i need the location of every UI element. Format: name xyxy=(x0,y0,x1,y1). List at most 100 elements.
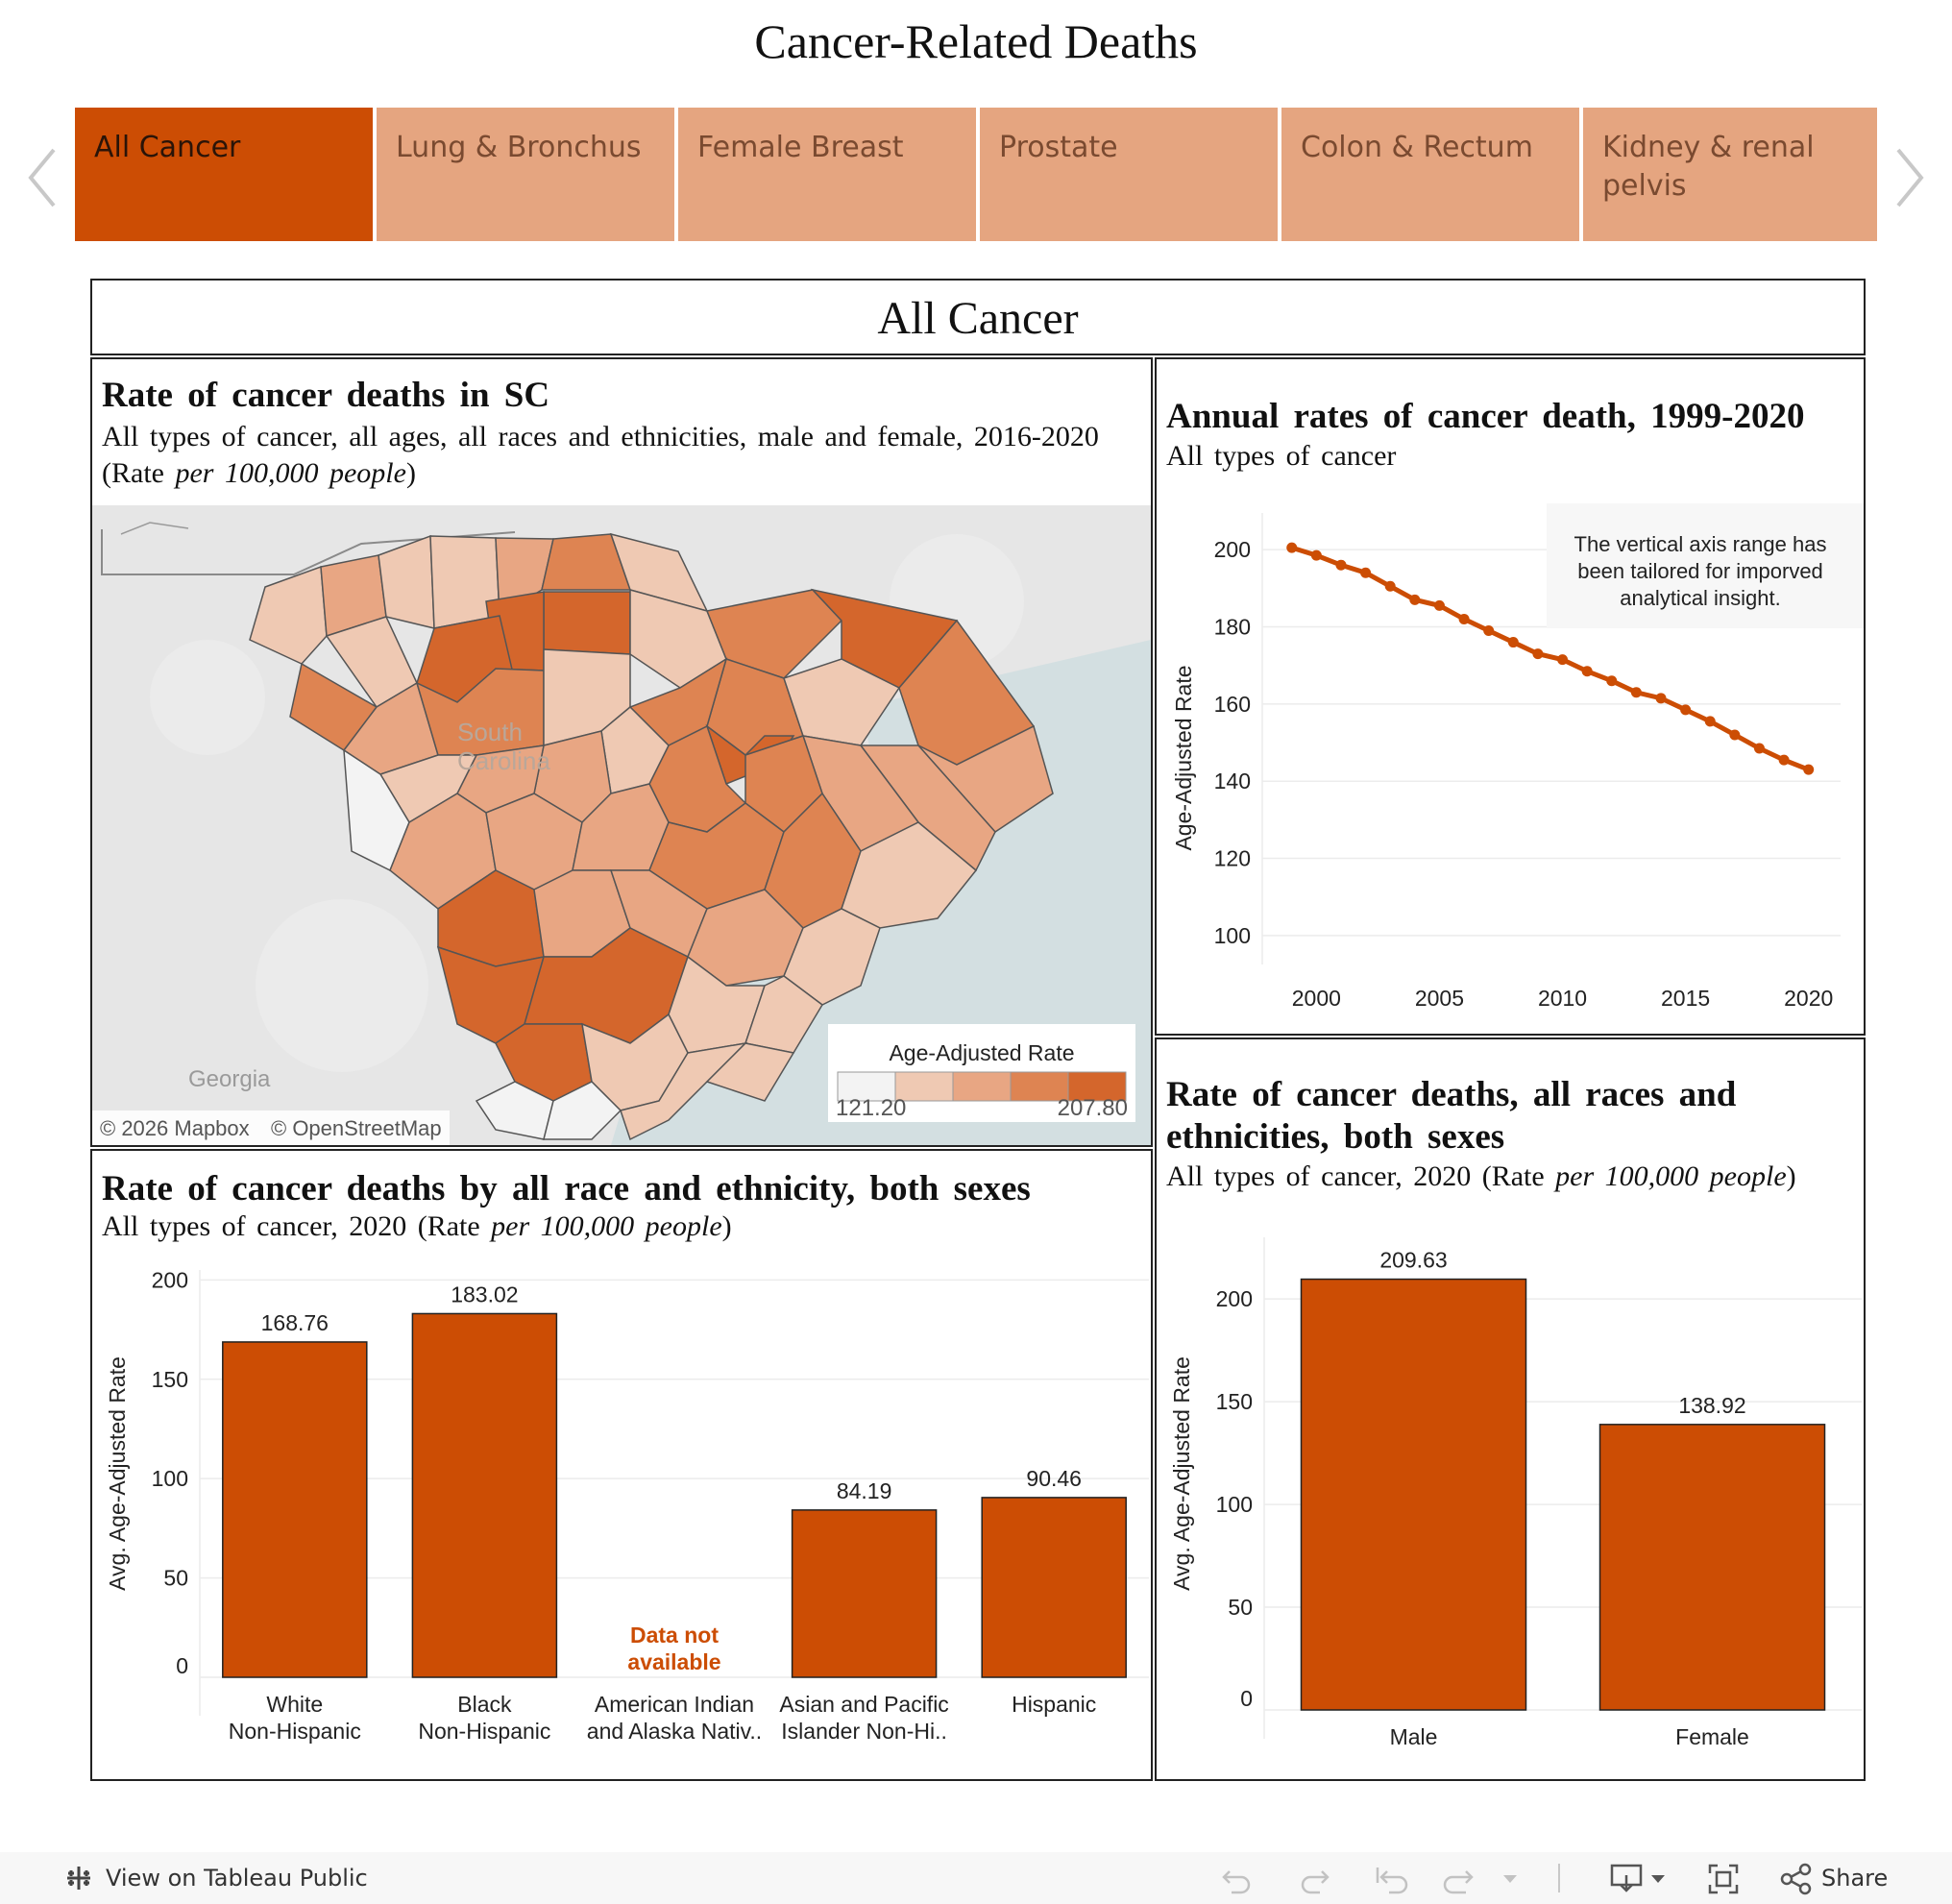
axis-range-note-line: been tailored for imporved xyxy=(1577,559,1823,583)
rate-point-2012[interactable] xyxy=(1606,675,1618,687)
device-preview-icon[interactable] xyxy=(1608,1862,1647,1896)
axis-range-note-box xyxy=(1547,503,1864,628)
rate-point-2015[interactable] xyxy=(1680,704,1692,716)
rate-point-2020[interactable] xyxy=(1803,764,1815,775)
rate-point-2019[interactable] xyxy=(1778,754,1790,766)
legend-swatch-0 xyxy=(837,1071,896,1102)
tab-prostate[interactable]: Prostate xyxy=(980,108,1278,241)
y-tick-label: 50 xyxy=(1228,1595,1253,1620)
rate-point-2003[interactable] xyxy=(1384,580,1396,592)
openstreetmap-attribution-link[interactable]: © OpenStreetMap xyxy=(271,1116,442,1140)
revert-icon[interactable] xyxy=(1374,1864,1412,1894)
sex-bar-value-label: 209.63 xyxy=(1379,1248,1447,1273)
rate-point-2007[interactable] xyxy=(1483,625,1495,636)
race-bar-chart[interactable]: 0 50 100 150 200 Avg. Age-Adjusted Rate 168.76… xyxy=(92,1257,1151,1779)
race-category-label: Black xyxy=(457,1692,512,1717)
rate-point-2017[interactable] xyxy=(1729,729,1741,741)
y-tick-label: 100 xyxy=(152,1466,188,1491)
rate-point-2008[interactable] xyxy=(1507,637,1519,648)
line-chart-title: Annual rates of cancer death, 1999-2020 xyxy=(1166,397,1805,436)
rate-point-2006[interactable] xyxy=(1458,613,1470,624)
rate-point-2016[interactable] xyxy=(1704,716,1716,727)
tableau-toolbar: View on Tableau Public Share xyxy=(0,1852,1952,1904)
rate-point-2009[interactable] xyxy=(1532,648,1544,660)
undo-icon[interactable] xyxy=(1220,1864,1255,1894)
sc-county-map[interactable]: South Carolina Georgia © 2026 Mapbox © O… xyxy=(92,505,1151,1145)
rate-point-2002[interactable] xyxy=(1360,567,1372,578)
rate-point-2005[interactable] xyxy=(1433,599,1445,611)
y-axis-title: Age-Adjusted Rate xyxy=(1171,665,1196,850)
sex-bar-male[interactable] xyxy=(1300,1278,1527,1711)
toolbar-divider xyxy=(1558,1864,1560,1892)
section-title: All Cancer xyxy=(877,293,1079,344)
sex-bar-value-label: 138.92 xyxy=(1678,1393,1745,1418)
y-axis-title: Avg. Age-Adjusted Rate xyxy=(105,1356,130,1591)
line-chart-panel: Annual rates of cancer death, 1999-2020 … xyxy=(1155,357,1866,1036)
data-not-available-label: available xyxy=(627,1649,720,1674)
y-tick-label: 200 xyxy=(1214,537,1251,562)
annual-rate-line-chart[interactable]: 100 120 140 160 180 200 2000 2005 2010 2015 2020 Ag… xyxy=(1157,503,1864,1034)
y-tick-label: 150 xyxy=(152,1367,188,1392)
device-preview-chevron-icon[interactable] xyxy=(1648,1871,1668,1887)
map-panel-subtitle: All types of cancer, all ages, all races… xyxy=(102,421,1099,489)
legend-min: 121.20 xyxy=(836,1095,906,1121)
y-tick-label: 140 xyxy=(1214,769,1251,793)
line-chart-subtitle: All types of cancer xyxy=(1166,440,1397,472)
x-tick-label: 2010 xyxy=(1538,986,1587,1011)
sex-bar-female[interactable] xyxy=(1598,1424,1826,1711)
axis-range-note-line: The vertical axis range has xyxy=(1574,532,1827,556)
race-bar-0[interactable] xyxy=(222,1341,368,1678)
state-label-2: Carolina xyxy=(457,746,550,775)
map-legend: Age-Adjusted Rate 121.20 207.80 xyxy=(828,1024,1135,1122)
tab-female-breast[interactable]: Female Breast xyxy=(678,108,976,241)
page-title: Cancer-Related Deaths xyxy=(754,14,1198,68)
tab-colon-rectum[interactable]: Colon & Rectum xyxy=(1281,108,1579,241)
legend-swatch-4 xyxy=(1067,1071,1127,1102)
previous-tab-arrow-icon[interactable] xyxy=(23,144,61,211)
next-tab-arrow-icon[interactable] xyxy=(1891,144,1929,211)
legend-swatch-2 xyxy=(952,1071,1012,1102)
sex-bar-chart[interactable]: 0 50 100 150 200 Avg. Age-Adjusted Rate 209.63… xyxy=(1157,1232,1864,1779)
share-button[interactable]: Share xyxy=(1821,1865,1889,1892)
race-bar-4[interactable] xyxy=(981,1497,1127,1678)
share-icon[interactable] xyxy=(1779,1862,1814,1896)
tableau-logo-icon[interactable] xyxy=(63,1863,94,1893)
section-title-box: All Cancer xyxy=(90,279,1866,355)
refresh-icon[interactable] xyxy=(1441,1864,1479,1894)
race-bar-value-label: 84.19 xyxy=(837,1478,892,1503)
rate-point-2004[interactable] xyxy=(1409,594,1421,605)
x-tick-label: 2020 xyxy=(1784,986,1833,1011)
rate-point-2011[interactable] xyxy=(1581,666,1593,677)
fullscreen-icon[interactable] xyxy=(1706,1862,1741,1896)
rate-point-1999[interactable] xyxy=(1286,542,1298,553)
race-bar-1[interactable] xyxy=(411,1312,558,1678)
tab-all-cancer[interactable]: All Cancer xyxy=(75,108,373,241)
race-bar-panel: Rate of cancer deaths by all race and et… xyxy=(90,1149,1153,1781)
race-bar-value-label: 183.02 xyxy=(451,1282,518,1306)
race-bar-3[interactable] xyxy=(791,1509,938,1678)
redo-icon[interactable] xyxy=(1297,1864,1331,1894)
rate-point-2010[interactable] xyxy=(1557,654,1569,666)
rate-point-2001[interactable] xyxy=(1335,559,1347,571)
view-on-tableau-public-link[interactable]: View on Tableau Public xyxy=(106,1865,368,1892)
state-label: South xyxy=(457,718,523,746)
race-category-label: White xyxy=(266,1692,323,1717)
rate-point-2014[interactable] xyxy=(1655,693,1667,704)
refresh-dropdown-chevron-icon[interactable] xyxy=(1501,1871,1520,1887)
rate-point-2013[interactable] xyxy=(1630,687,1642,698)
y-tick-label: 150 xyxy=(1216,1389,1253,1414)
y-tick-label: 100 xyxy=(1216,1492,1253,1517)
rate-point-2000[interactable] xyxy=(1310,549,1322,561)
legend-swatch-3 xyxy=(1010,1071,1069,1102)
y-tick-label: 200 xyxy=(1216,1286,1253,1311)
race-category-label: Asian and Pacific xyxy=(779,1692,948,1717)
sex-bar-panel: Rate of cancer deaths, all races and eth… xyxy=(1155,1037,1866,1781)
mapbox-attribution-link[interactable]: © 2026 Mapbox xyxy=(100,1116,250,1140)
tab-kidney-renal-pelvis[interactable]: Kidney & renal pelvis xyxy=(1583,108,1877,241)
rate-point-2018[interactable] xyxy=(1753,743,1765,754)
data-not-available-label: Data not xyxy=(630,1623,719,1648)
tab-lung-bronchus[interactable]: Lung & Bronchus xyxy=(377,108,674,241)
rate-series-line xyxy=(1290,545,1810,772)
x-tick-label: 2005 xyxy=(1415,986,1464,1011)
neighbor-state-label: Georgia xyxy=(188,1066,271,1092)
